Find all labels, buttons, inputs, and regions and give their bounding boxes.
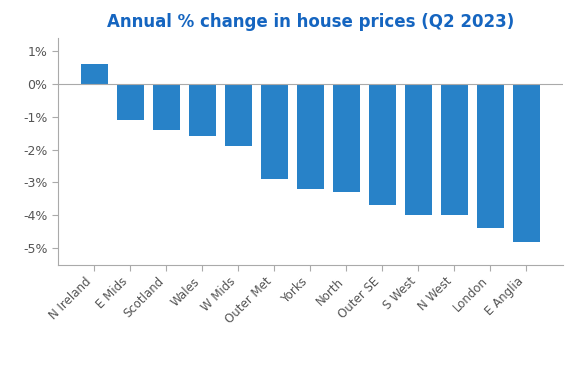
Bar <box>513 84 539 242</box>
Bar <box>405 84 432 215</box>
Bar <box>441 84 467 215</box>
Bar <box>369 84 396 205</box>
Bar <box>153 84 180 130</box>
Bar <box>297 84 324 189</box>
Bar <box>333 84 360 192</box>
Bar <box>189 84 216 136</box>
Bar <box>81 64 108 84</box>
Bar <box>117 84 144 120</box>
Bar <box>225 84 252 146</box>
Bar <box>477 84 503 228</box>
Title: Annual % change in house prices (Q2 2023): Annual % change in house prices (Q2 2023… <box>107 13 514 31</box>
Bar <box>261 84 288 179</box>
